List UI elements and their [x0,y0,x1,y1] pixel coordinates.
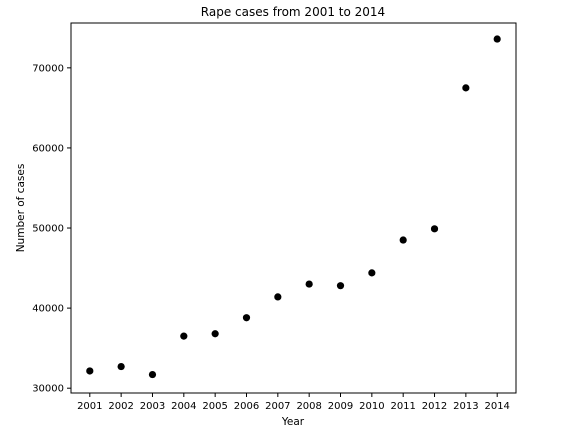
data-point [86,367,94,375]
data-point [430,225,439,233]
data-points [86,35,501,379]
x-tick-label: 2014 [484,401,509,412]
y-tick-label: 30000 [32,384,64,395]
plot-frame [70,22,517,394]
data-point [305,280,313,288]
data-point [148,370,157,379]
data-point [242,314,251,322]
x-tick-label: 2012 [422,401,447,412]
x-axis-ticks: 2001 2002 2003 2004 2005 2006 2007 2008 2009 2010… [77,393,510,412]
data-point [368,269,376,277]
y-axis-ticks: 30000 40000 50000 60000 70000 [32,63,71,395]
x-tick-label: 2010 [359,401,384,412]
y-tick-label: 70000 [32,63,64,74]
y-tick-label: 40000 [32,304,64,315]
data-point [211,330,219,338]
chart-title: Rape cases from 2001 to 2014 [201,5,385,19]
y-axis-label: Number of cases [15,164,27,253]
x-tick-label: 2011 [390,401,415,412]
x-tick-label: 2007 [265,401,290,412]
data-point [336,282,345,290]
x-tick-label: 2006 [234,401,259,412]
x-tick-label: 2004 [171,401,196,412]
y-tick-label: 60000 [32,143,64,154]
data-point [493,35,501,43]
data-point [117,362,125,371]
x-tick-label: 2008 [296,401,321,412]
x-tick-label: 2002 [108,401,133,412]
data-point [399,236,407,244]
x-tick-label: 2009 [328,401,353,412]
y-tick-label: 50000 [32,224,64,235]
data-point [462,84,470,92]
x-axis-label: Year [281,416,305,428]
x-tick-label: 2005 [202,401,227,412]
x-tick-label: 2013 [453,401,478,412]
x-tick-label: 2001 [77,401,102,412]
data-point [274,293,282,301]
x-tick-label: 2003 [140,401,165,412]
plot-area [70,22,517,394]
data-point [180,332,188,340]
